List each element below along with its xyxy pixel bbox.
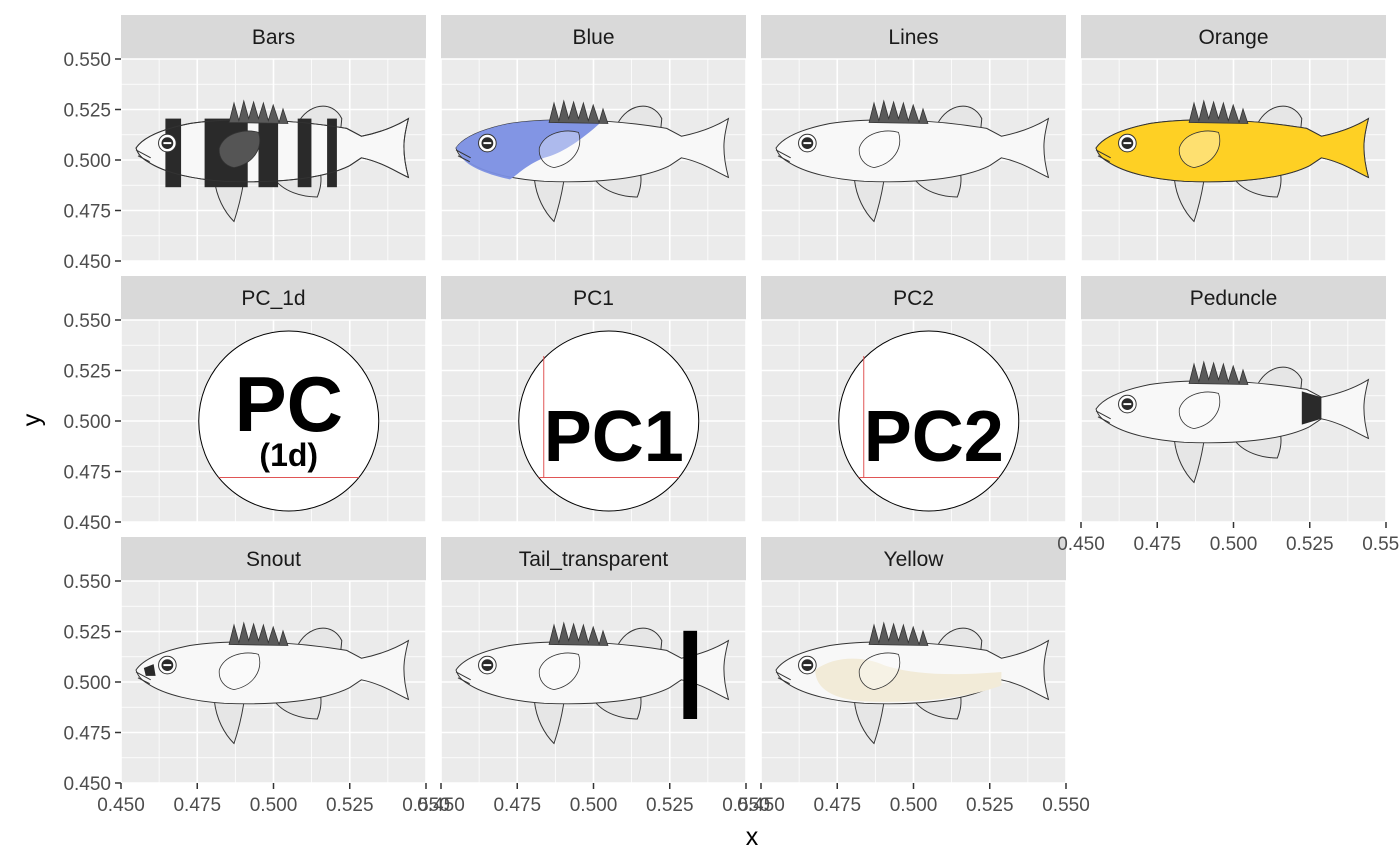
panel-image-lines (775, 99, 1050, 223)
x-tick-label: 0.450 (417, 795, 465, 816)
panel-image-tail (455, 621, 730, 745)
facet-strip (761, 15, 1066, 59)
x-tick-label: 0.450 (737, 795, 785, 816)
x-tick-label: 0.550 (1362, 534, 1400, 555)
facet-strip-label: Bars (252, 26, 295, 49)
panel-image-pc: PC(1d) (198, 330, 380, 512)
y-tick-label: 0.500 (63, 673, 111, 694)
x-tick-label: 0.450 (97, 795, 145, 816)
y-tick-label: 0.500 (63, 151, 111, 172)
facet-panel: Peduncle (1080, 276, 1387, 523)
x-tick-label: 0.525 (966, 795, 1014, 816)
facet-strip (761, 276, 1066, 320)
pc-main-text: PC1 (544, 397, 684, 477)
facet-strip (441, 276, 746, 320)
panel-image-bars (135, 99, 410, 223)
facet-strip (761, 537, 1066, 581)
x-tick-label: 0.500 (1210, 534, 1258, 555)
pc-main-text: PC (235, 360, 343, 448)
pc-sub-text: (1d) (259, 437, 318, 473)
panel-image-pc: PC1 (518, 330, 700, 512)
facet-strip-label: Lines (888, 26, 938, 49)
x-tick-label: 0.500 (890, 795, 938, 816)
x-tick-label: 0.550 (402, 795, 450, 816)
facet-strip (441, 15, 746, 59)
y-tick-label: 0.475 (63, 724, 111, 745)
x-tick-label: 0.500 (250, 795, 298, 816)
y-tick-label: 0.450 (63, 513, 111, 534)
y-tick-label: 0.525 (63, 101, 111, 122)
x-tick-label: 0.550 (1042, 795, 1090, 816)
facet-strip-label: Blue (572, 26, 614, 49)
x-tick-label: 0.525 (326, 795, 374, 816)
facet-panel: Snout (120, 537, 427, 784)
facet-panel: Lines (760, 15, 1067, 262)
facet-strip-label: Peduncle (1190, 287, 1278, 310)
facet-strip-label: PC2 (893, 287, 934, 310)
x-tick-label: 0.500 (570, 795, 618, 816)
y-tick-label: 0.450 (63, 774, 111, 795)
facet-strip (121, 276, 426, 320)
x-tick-label: 0.475 (493, 795, 541, 816)
facet-strip (441, 537, 746, 581)
chart-axes: 0.4500.4750.5000.5250.5500.4500.4750.500… (63, 50, 1400, 816)
facet-strip (121, 537, 426, 581)
panel-image-blue (455, 99, 730, 223)
y-tick-label: 0.550 (63, 572, 111, 593)
facet-strip (121, 15, 426, 59)
facet-strip (1081, 276, 1386, 320)
panel-image-peduncle (1095, 360, 1370, 484)
panel-image-snout (135, 621, 410, 745)
x-tick-label: 0.475 (813, 795, 861, 816)
panel-image-yellow (775, 621, 1050, 745)
x-tick-label: 0.525 (646, 795, 694, 816)
facet-panels: Bars Blue Lines OrangePC_1dPC(1d)PC1PC1PC2P… (120, 15, 1387, 784)
x-tick-label: 0.475 (1133, 534, 1181, 555)
facet-strip-label: Tail_transparent (519, 548, 669, 571)
facet-panel: Blue (440, 15, 747, 262)
x-axis-title: x (746, 823, 759, 851)
y-tick-label: 0.550 (63, 311, 111, 332)
y-tick-label: 0.475 (63, 463, 111, 484)
pc-main-text: PC2 (864, 397, 1004, 477)
facet-panel: Yellow (760, 537, 1067, 784)
y-tick-label: 0.475 (63, 202, 111, 223)
facet-strip-label: Snout (246, 548, 301, 571)
facet-strip-label: Orange (1198, 26, 1268, 49)
facet-panel: Bars (120, 15, 427, 262)
y-tick-label: 0.550 (63, 50, 111, 71)
panel-image-orange (1095, 99, 1370, 223)
facet-panel: Tail_transparent (440, 537, 747, 784)
facet-strip-label: PC1 (573, 287, 614, 310)
x-tick-label: 0.475 (173, 795, 221, 816)
facet-strip-label: PC_1d (241, 287, 305, 310)
y-axis-title: y (18, 413, 46, 426)
facet-strip-label: Yellow (884, 548, 945, 571)
x-tick-label: 0.450 (1057, 534, 1105, 555)
facet-panel: PC_1d PC(1d) (120, 276, 427, 523)
y-tick-label: 0.525 (63, 623, 111, 644)
y-tick-label: 0.500 (63, 412, 111, 433)
facet-panel: PC2 PC2 (760, 276, 1067, 523)
x-tick-label: 0.550 (722, 795, 770, 816)
facet-panel: PC1 PC1 (440, 276, 747, 523)
facet-strip (1081, 15, 1386, 59)
panel-image-pc: PC2 (838, 330, 1020, 512)
facet-panel: Orange (1080, 15, 1387, 262)
x-tick-label: 0.525 (1286, 534, 1334, 555)
y-tick-label: 0.450 (63, 252, 111, 273)
y-tick-label: 0.525 (63, 362, 111, 383)
